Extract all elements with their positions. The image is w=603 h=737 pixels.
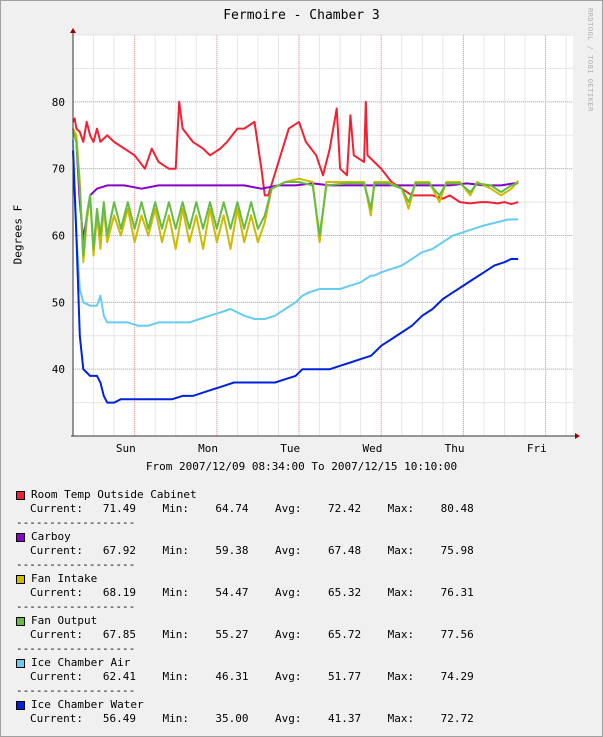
x-tick-label: Fri	[527, 442, 547, 455]
series-line-0	[72, 100, 519, 206]
x-tick-label: Mon	[198, 442, 218, 455]
legend-series-name: Ice Chamber Water	[31, 698, 144, 711]
x-tick-label: Sun	[116, 442, 136, 455]
x-tick-label: Thu	[445, 442, 465, 455]
y-tick-label: 60	[52, 230, 65, 243]
series-line-3	[72, 131, 519, 257]
legend-swatch	[16, 658, 25, 668]
legend-series-name: Carboy	[31, 530, 71, 543]
series-line-1	[72, 128, 519, 241]
legend-swatch	[16, 574, 25, 584]
series-line-4	[72, 139, 519, 327]
legend-separator: ------------------	[16, 684, 136, 697]
time-range-label: From 2007/12/09 08:34:00 To 2007/12/15 1…	[145, 460, 458, 473]
legend-swatch	[16, 532, 25, 542]
rrdtool-watermark: RRDTOOL / TOBI OETIKER	[586, 8, 594, 112]
legend-swatch	[16, 490, 25, 500]
y-axis-arrow	[70, 28, 76, 33]
legend-entry: Fan Intake	[16, 572, 474, 586]
legend-series-name: Ice Chamber Air	[31, 656, 131, 669]
legend: Room Temp Outside Cabinet Current: 71.49 …	[16, 488, 474, 726]
legend-entry: Ice Chamber Air	[16, 656, 474, 670]
series-line-5	[72, 150, 519, 404]
legend-series-name: Fan Output	[31, 614, 98, 627]
x-axis-arrow	[575, 433, 580, 439]
legend-stats: Current: 67.92 Min: 59.38 Avg: 67.48 Max…	[30, 544, 474, 557]
x-tick-label: Wed	[362, 442, 382, 455]
legend-entry: Fan Output	[16, 614, 474, 628]
x-tick-label: Tue	[280, 442, 300, 455]
legend-series-name: Fan Intake	[31, 572, 98, 585]
legend-separator: ------------------	[16, 600, 136, 613]
legend-stats: Current: 67.85 Min: 55.27 Avg: 65.72 Max…	[30, 628, 474, 641]
legend-stats: Current: 71.49 Min: 64.74 Avg: 72.42 Max…	[30, 502, 474, 515]
legend-stats: Current: 56.49 Min: 35.00 Avg: 41.37 Max…	[30, 712, 474, 725]
y-tick-label: 80	[52, 96, 65, 109]
legend-swatch	[16, 616, 25, 626]
legend-stats: Current: 62.41 Min: 46.31 Avg: 51.77 Max…	[30, 670, 474, 683]
legend-separator: ------------------	[16, 642, 136, 655]
legend-entry: Ice Chamber Water	[16, 698, 474, 712]
y-tick-label: 70	[52, 163, 65, 176]
legend-series-name: Room Temp Outside Cabinet	[31, 488, 197, 501]
y-tick-label: 40	[52, 363, 65, 376]
legend-stats: Current: 68.19 Min: 54.47 Avg: 65.32 Max…	[30, 586, 474, 599]
legend-swatch	[16, 700, 25, 710]
legend-separator: ------------------	[16, 558, 136, 571]
legend-separator: ------------------	[16, 516, 136, 529]
legend-entry: Carboy	[16, 530, 474, 544]
legend-entry: Room Temp Outside Cabinet	[16, 488, 474, 502]
chart-title: Fermoire - Chamber 3	[223, 8, 380, 23]
y-tick-label: 50	[52, 296, 65, 309]
